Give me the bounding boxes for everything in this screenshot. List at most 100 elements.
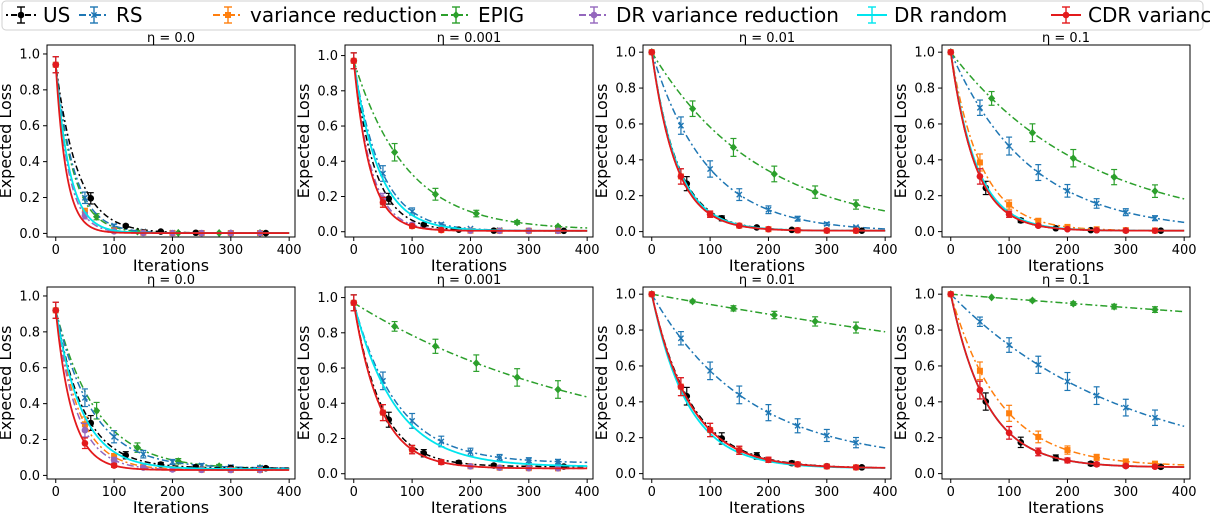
y-tick-label: 0.8 (914, 324, 935, 339)
series-line-cdr-variance-reduction (54, 64, 290, 234)
data-point (467, 448, 474, 456)
data-point (852, 227, 860, 234)
data-point (1034, 222, 1042, 229)
x-tick-label: 200 (458, 243, 483, 258)
data-point (431, 190, 440, 199)
y-tick-label: 1.0 (615, 288, 636, 303)
axes-frame (344, 44, 594, 238)
series-dr-random (54, 64, 290, 234)
series-rs (648, 291, 886, 449)
x-tick-label: 300 (218, 485, 243, 500)
subplot-3: 0 100 200 300 400 0.0 0.2 0.4 0.6 0.8 1.0 η = 0.01 I… (592, 31, 898, 275)
data-point (81, 426, 89, 434)
series-epig (947, 290, 1185, 314)
data-point (1064, 187, 1071, 194)
series-rs (350, 294, 588, 465)
y-axis-label: Expected Loss (294, 84, 313, 199)
y-tick-label: 1.0 (19, 289, 40, 304)
data-point (379, 409, 387, 416)
x-tick-label: 200 (458, 485, 483, 500)
x-axis-label: Iterations (133, 256, 209, 275)
series-dr-random (650, 52, 886, 232)
series-line-variance-reduction (353, 302, 588, 470)
data-point (811, 317, 819, 326)
series-dr-random (352, 302, 588, 467)
series-line-dr-random (650, 52, 886, 232)
y-tick-label: 0.0 (914, 467, 935, 482)
series-cdr-variance-reduction (648, 48, 886, 234)
series-dr-random (54, 310, 290, 471)
data-point (1093, 200, 1100, 207)
subplot-title: η = 0.1 (1042, 273, 1090, 288)
legend-entry-variance-reduction: variance reduction (213, 3, 437, 27)
subplot-2: 0 100 200 300 400 0.0 0.2 0.4 0.6 0.8 1.0 η = 0.001… (294, 31, 600, 275)
series-line-us (950, 52, 1185, 232)
plot-area (648, 290, 886, 471)
data-point (677, 122, 685, 129)
y-tick-label: 0.8 (19, 325, 40, 340)
y-tick-label: 0.2 (19, 191, 40, 206)
x-tick-label: 300 (218, 243, 243, 258)
series-line-dr-random (949, 52, 1185, 232)
x-axis-label: Iterations (431, 256, 507, 275)
series-line-dr-variance-reduction (950, 52, 1185, 232)
data-point (947, 290, 955, 298)
x-tick-label: 0 (947, 485, 955, 500)
series-line-epig (55, 64, 290, 234)
axes-frame (46, 286, 296, 480)
data-point (1122, 458, 1129, 465)
data-point (1006, 201, 1013, 208)
data-point (110, 462, 118, 469)
data-point (794, 460, 801, 468)
data-point (648, 290, 656, 298)
subplot-title: η = 0.0 (147, 273, 195, 288)
x-tick-label: 100 (102, 243, 127, 258)
x-tick-label: 0 (52, 485, 60, 500)
legend-entry-rs: RS (79, 3, 143, 27)
series-epig (648, 290, 886, 334)
data-point (765, 225, 772, 233)
series-dr-variance-reduction (52, 56, 290, 237)
subplot-1: 0 100 200 300 400 0.0 0.2 0.4 0.6 0.8 1.0 η = 0.0 It… (0, 31, 302, 275)
y-tick-label: 0.4 (19, 155, 40, 170)
x-tick-label: 100 (102, 485, 127, 500)
legend-marker (590, 11, 598, 19)
data-point (976, 173, 984, 180)
legend-entry-dr-variance-reduction: DR variance reduction (579, 3, 839, 27)
series-epig (947, 48, 1185, 200)
x-tick-label: 100 (698, 243, 723, 258)
y-tick-label: 0.6 (19, 361, 40, 376)
x-tick-label: 300 (1113, 485, 1138, 500)
x-tick-label: 100 (400, 243, 425, 258)
data-point (1151, 187, 1159, 196)
data-point (1028, 296, 1037, 305)
data-point (988, 94, 996, 103)
y-axis-label: Expected Loss (891, 84, 910, 199)
data-point (438, 438, 445, 445)
data-point (1110, 302, 1118, 311)
subplot-6: 0 100 200 300 400 0.0 0.2 0.4 0.6 0.8 1.0 η = 0.001… (294, 273, 600, 517)
subplot-title: η = 0.0 (147, 31, 195, 46)
legend: US RS variance reduction EPIG DR variance re… (1, 0, 1210, 31)
legend-marker (452, 11, 460, 19)
data-point (823, 227, 831, 234)
x-tick-label: 100 (698, 485, 723, 500)
y-tick-label: 0.6 (615, 117, 636, 132)
data-point (391, 322, 399, 331)
y-tick-label: 0.2 (317, 432, 338, 447)
series-cdr-variance-reduction (350, 52, 588, 234)
x-tick-label: 200 (756, 243, 781, 258)
y-tick-label: 0.4 (19, 397, 40, 412)
y-tick-label: 1.0 (317, 49, 338, 64)
axes-frame (642, 44, 892, 238)
series-line-cdr-variance-reduction (352, 302, 588, 470)
series-line-variance-reduction (950, 52, 1185, 232)
series-us (350, 294, 588, 470)
data-point (1035, 433, 1042, 440)
data-point (140, 451, 147, 458)
data-point (554, 385, 562, 394)
series-line-epig (353, 302, 588, 398)
series-line-cdr-variance-reduction (650, 52, 886, 232)
y-tick-label: 0.4 (914, 153, 935, 168)
